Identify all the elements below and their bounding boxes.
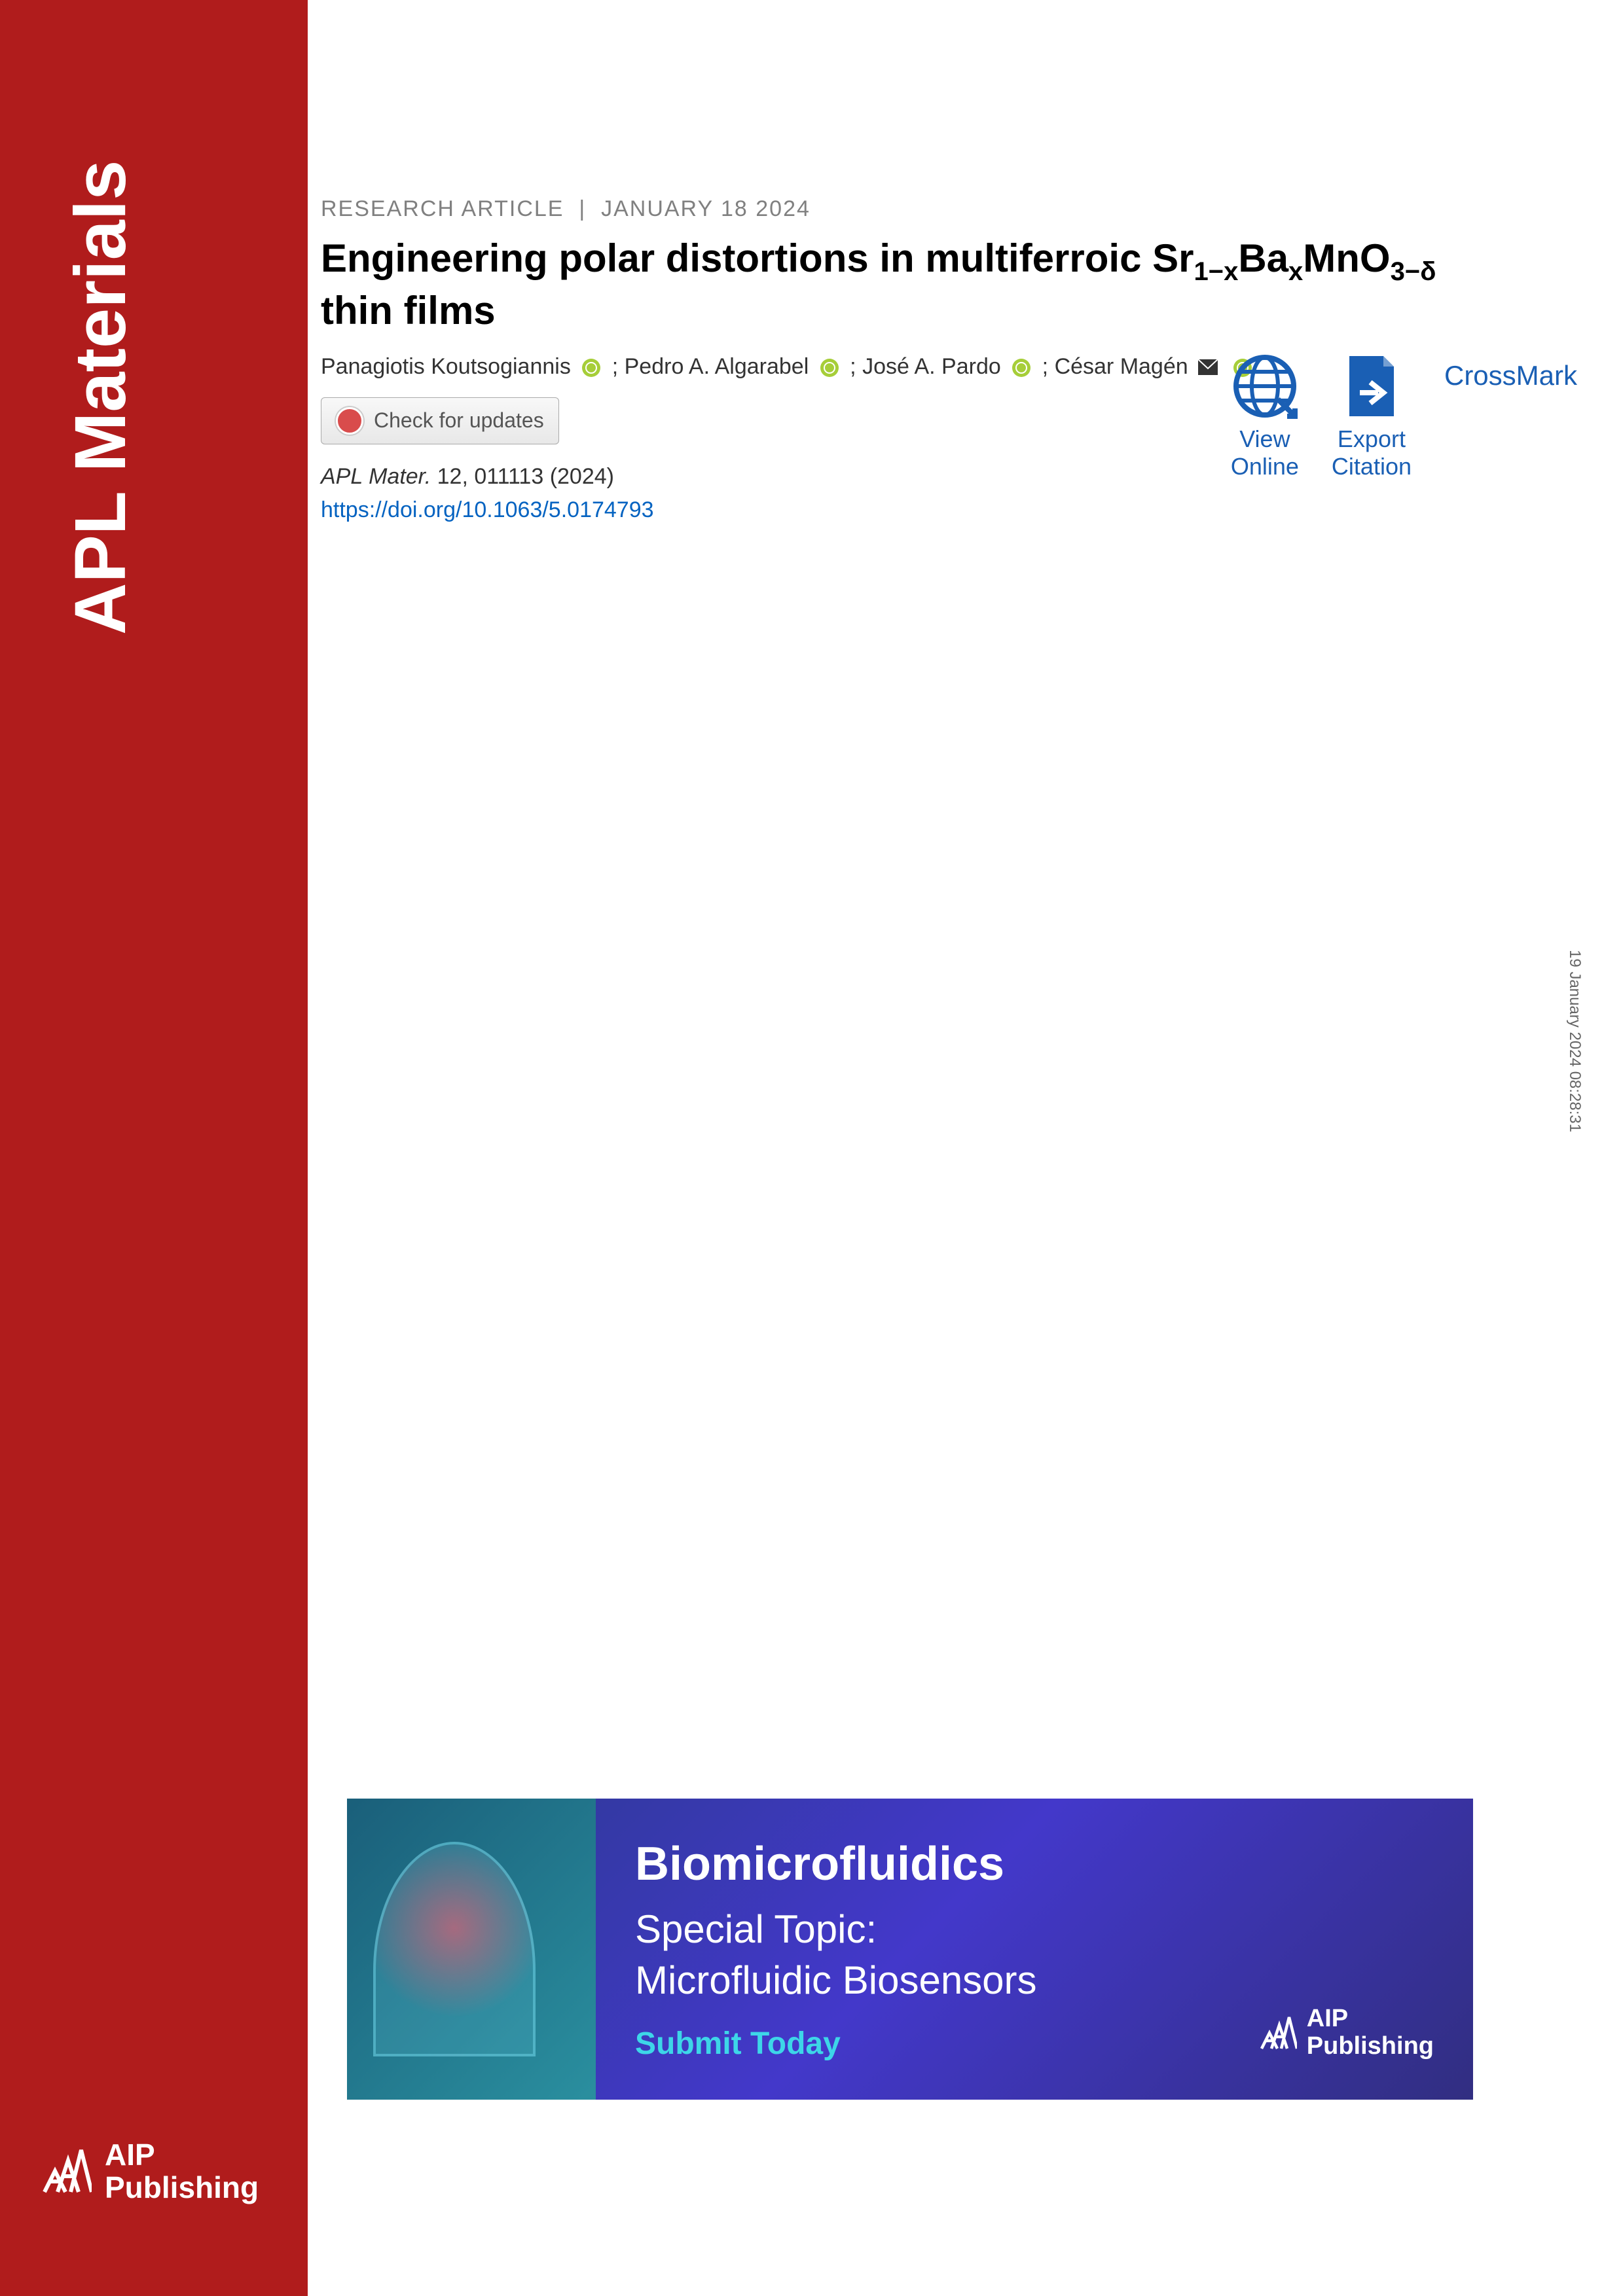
email-icon[interactable] xyxy=(1198,355,1218,381)
publisher-icon xyxy=(1258,2013,1297,2053)
author-name[interactable]: Pedro A. Algarabel xyxy=(625,354,809,379)
publisher-text-sidebar: AIP Publishing xyxy=(105,2138,259,2204)
check-updates-button[interactable]: Check for updates xyxy=(321,397,559,444)
author-name[interactable]: César Magén xyxy=(1055,354,1188,379)
title-part: MnO xyxy=(1303,236,1390,280)
view-online-label: View Online xyxy=(1231,425,1299,480)
globe-icon xyxy=(1232,353,1298,419)
document-export-icon xyxy=(1339,353,1404,419)
journal-name: APL Materials xyxy=(59,160,142,635)
banner-subtitle: Special Topic: Microfluidic Biosensors xyxy=(635,1904,1473,2006)
banner-publisher-logo: AIP Publishing xyxy=(1258,2005,1434,2060)
banner-title: Biomicrofluidics xyxy=(635,1837,1473,1891)
separator: | xyxy=(572,196,601,221)
article-date: JANUARY 18 2024 xyxy=(601,196,811,221)
title-part: thin films xyxy=(321,289,496,332)
updates-button-label: Check for updates xyxy=(374,408,544,433)
title-sub: 1−x xyxy=(1194,257,1238,286)
author-name[interactable]: José A. Pardo xyxy=(862,354,1001,379)
title-part: Engineering polar distortions in multife… xyxy=(321,236,1194,280)
orcid-icon[interactable] xyxy=(1012,359,1030,377)
doi-link[interactable]: https://doi.org/10.1063/5.0174793 xyxy=(321,497,654,522)
title-sub: 3−δ xyxy=(1391,257,1436,286)
crossmark-button[interactable]: CrossMark xyxy=(1444,353,1577,391)
orcid-icon[interactable] xyxy=(820,359,839,377)
title-part: Ba xyxy=(1238,236,1288,280)
download-timestamp: 19 January 2024 08:28:31 xyxy=(1565,950,1584,1132)
promo-banner[interactable]: Biomicrofluidics Special Topic: Microflu… xyxy=(347,1799,1473,2100)
export-citation-button[interactable]: Export Citation xyxy=(1332,353,1412,480)
article-actions: View Online Export Citation CrossMark xyxy=(1231,353,1577,480)
orcid-icon[interactable] xyxy=(582,359,600,377)
sidebar: APL Materials AIP Publishing xyxy=(0,0,308,2296)
banner-image xyxy=(347,1799,596,2100)
article-type-label: RESEARCH ARTICLE xyxy=(321,196,564,221)
article-title: Engineering polar distortions in multife… xyxy=(321,235,1499,334)
banner-publisher-text: AIP Publishing xyxy=(1307,2005,1434,2060)
title-sub: x xyxy=(1288,257,1303,286)
citation-journal: APL Mater. xyxy=(321,464,431,489)
view-online-button[interactable]: View Online xyxy=(1231,353,1299,480)
publisher-logo-sidebar: AIP Publishing xyxy=(39,2138,259,2204)
export-citation-label: Export Citation xyxy=(1332,425,1412,480)
article-type-line: RESEARCH ARTICLE | JANUARY 18 2024 xyxy=(321,196,1499,222)
author-name[interactable]: Panagiotis Koutsogiannis xyxy=(321,354,571,379)
citation-detail: 12, 011113 (2024) xyxy=(431,464,614,489)
publisher-icon xyxy=(39,2145,92,2197)
